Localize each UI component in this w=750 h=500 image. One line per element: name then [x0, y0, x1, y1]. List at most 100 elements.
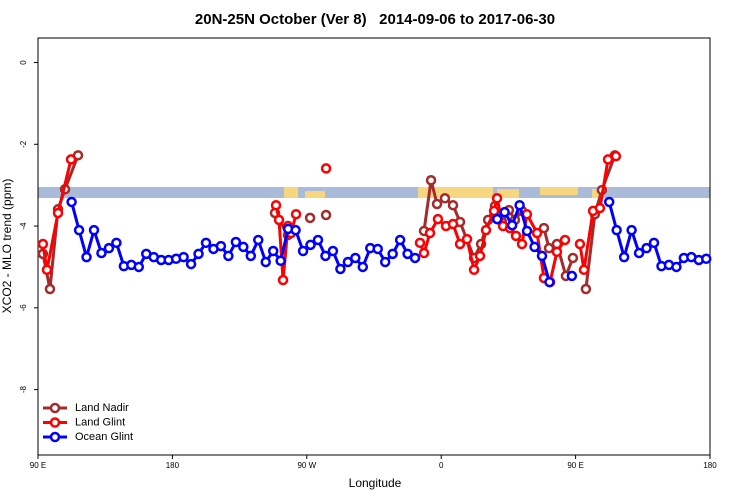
data-point	[73, 224, 85, 236]
data-point	[223, 250, 234, 262]
data-point	[297, 245, 309, 257]
data-point	[81, 251, 92, 263]
data-point	[510, 230, 522, 242]
data-point	[193, 248, 204, 260]
data-point	[273, 214, 285, 226]
data-point	[543, 242, 555, 254]
data-point	[648, 237, 660, 249]
data-point	[418, 247, 430, 259]
data-point	[529, 241, 540, 253]
land-patch	[592, 189, 602, 198]
data-point	[37, 238, 49, 250]
data-point	[424, 227, 436, 239]
data-point	[305, 239, 316, 251]
data-point	[603, 196, 615, 208]
data-point	[342, 256, 354, 268]
data-point	[551, 246, 563, 258]
data-point	[185, 258, 197, 270]
data-point	[270, 199, 282, 211]
legend-marker	[49, 431, 61, 443]
data-point	[379, 256, 391, 268]
data-point	[335, 263, 346, 275]
data-point	[230, 236, 242, 248]
data-point	[409, 252, 421, 264]
data-point	[611, 224, 622, 236]
land-strip	[38, 187, 710, 198]
data-point	[701, 253, 712, 265]
data-point	[52, 207, 64, 219]
data-point	[88, 224, 100, 236]
data-point	[290, 208, 302, 220]
legend-label: Land Nadir	[75, 402, 129, 414]
data-point	[96, 247, 107, 259]
data-point	[461, 233, 473, 245]
data-point	[566, 270, 578, 282]
data-point	[516, 238, 528, 250]
data-point	[514, 199, 525, 211]
data-point	[580, 283, 592, 295]
land-patch	[497, 189, 519, 198]
data-point	[536, 250, 548, 262]
land-patch	[540, 187, 578, 195]
data-point	[432, 213, 444, 225]
data-point	[567, 252, 579, 264]
data-point	[431, 198, 443, 210]
data-point	[633, 247, 645, 259]
x-tick-label: 90 E	[567, 461, 583, 470]
data-point	[641, 242, 652, 254]
data-point	[245, 250, 257, 262]
data-point	[499, 206, 510, 218]
data-point	[439, 193, 451, 204]
data-point	[474, 250, 486, 262]
data-point	[447, 218, 459, 230]
data-point	[425, 175, 437, 186]
data-point	[468, 264, 480, 276]
data-point	[488, 205, 500, 217]
data-point	[178, 251, 189, 263]
data-point	[387, 248, 398, 260]
data-point	[357, 261, 369, 273]
data-point	[454, 238, 466, 250]
land-patch	[418, 187, 493, 198]
data-point	[320, 209, 332, 221]
ocean-band	[38, 187, 710, 198]
data-point	[491, 213, 503, 225]
data-point	[103, 242, 115, 254]
plot-frame	[37, 37, 711, 456]
data-point	[290, 224, 301, 236]
y-tick-label: -4	[19, 222, 28, 230]
x-tick-label: 180	[703, 461, 717, 470]
data-point	[275, 255, 286, 267]
data-point	[66, 196, 77, 208]
data-point	[350, 252, 361, 264]
x-tick-label: 0	[439, 461, 444, 470]
x-tick-label: 90 E	[30, 461, 46, 470]
data-point	[304, 212, 316, 224]
legend-label: Land Glint	[75, 416, 125, 428]
data-point	[253, 234, 264, 246]
data-point	[559, 234, 571, 246]
x-tick-label: 90 W	[297, 461, 316, 470]
data-point	[44, 283, 56, 295]
data-point	[618, 251, 630, 263]
legend-marker	[49, 402, 61, 414]
data-point	[65, 154, 77, 165]
data-point	[200, 237, 212, 249]
data-point	[320, 163, 332, 174]
legend-label: Ocean Glint	[75, 431, 133, 443]
data-point	[491, 193, 503, 204]
data-point	[671, 261, 682, 273]
data-point	[594, 202, 606, 214]
y-tick-label: -2	[19, 140, 28, 148]
legend: Land Nadir Land Glint Ocean Glint	[43, 402, 133, 443]
data-point	[238, 241, 249, 253]
data-point	[521, 225, 533, 237]
data-point	[414, 237, 426, 249]
x-tick-label: 180	[166, 461, 180, 470]
series-group	[37, 150, 712, 295]
x-axis-label: Longitude	[349, 476, 402, 490]
y-axis-label: XCO2 - MLO trend (ppm)	[0, 179, 14, 314]
land-patch	[284, 187, 298, 198]
data-point	[41, 264, 53, 276]
